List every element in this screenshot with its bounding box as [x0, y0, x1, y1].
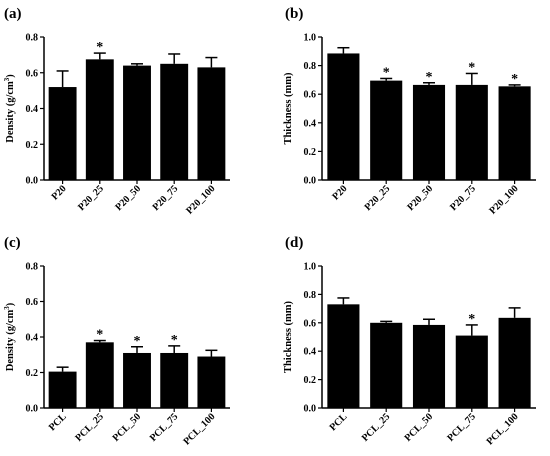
x-tick-label: P20_25: [363, 183, 393, 213]
x-tick-label: P20_25: [76, 183, 106, 213]
x-tick-label: P20_75: [151, 183, 181, 213]
x-tick-label: PCL_75: [445, 411, 478, 444]
x-tick-label: PCL: [328, 411, 350, 433]
bar: [498, 86, 531, 180]
y-tick-label: 1.0: [304, 33, 317, 44]
y-tick-label: 0.2: [304, 375, 317, 386]
panel-label: (a): [4, 6, 22, 22]
y-tick-label: 0.0: [304, 404, 317, 415]
significance-marker: *: [468, 60, 475, 75]
bar: [197, 356, 226, 408]
x-tick-label: PCL_75: [148, 411, 181, 444]
significance-marker: *: [96, 40, 103, 55]
bar: [85, 59, 114, 180]
x-tick-label: P20_100: [487, 183, 520, 216]
significance-marker: *: [96, 328, 103, 343]
significance-marker: *: [468, 312, 475, 327]
y-tick-label: 0.4: [304, 118, 317, 129]
x-tick-label: PCL: [47, 411, 69, 433]
y-axis-title: Density (g/cm3): [3, 302, 16, 371]
y-tick-label: 0.6: [304, 318, 317, 329]
y-axis-title: Density (g/cm3): [3, 74, 16, 143]
x-tick-label: P20_50: [113, 183, 143, 213]
y-tick-label: 0.4: [26, 104, 39, 115]
bar: [370, 80, 403, 180]
y-tick-label: 1.0: [304, 262, 317, 273]
bar: [370, 322, 403, 408]
y-tick-label: 0.0: [26, 176, 39, 187]
x-tick-label: P20: [50, 183, 69, 202]
significance-marker: *: [383, 65, 390, 80]
x-tick-label: PCL_25: [360, 411, 393, 444]
bar: [160, 63, 189, 180]
y-tick-label: 0.8: [304, 290, 317, 301]
bar: [455, 335, 488, 408]
x-tick-label: P20: [330, 183, 349, 202]
x-tick-label: PCL_100: [181, 411, 217, 447]
panel-label: (c): [4, 235, 21, 251]
chart-panel: (a) 0.0 0.2 0.4 0.6 0.8 Density (g/cm3) P20 * P20…: [3, 6, 230, 217]
y-tick-label: 0.0: [304, 176, 317, 187]
y-axis-title: Thickness (mm): [283, 72, 294, 145]
y-tick-label: 0.2: [304, 147, 317, 158]
x-tick-label: PCL_50: [111, 411, 144, 444]
significance-marker: *: [134, 334, 141, 349]
y-tick-label: 0.2: [26, 140, 39, 151]
y-tick-label: 0.2: [26, 368, 39, 379]
x-tick-label: P20_50: [405, 183, 435, 213]
bar: [48, 87, 77, 180]
y-tick-label: 0.8: [304, 61, 317, 72]
y-tick-label: 0.8: [26, 33, 39, 44]
y-tick-label: 0.6: [26, 297, 39, 308]
x-tick-label: P20_100: [184, 183, 217, 216]
x-tick-label: PCL_50: [403, 411, 436, 444]
significance-marker: *: [171, 333, 178, 348]
y-tick-label: 0.4: [26, 333, 39, 344]
bar: [160, 352, 189, 408]
y-tick-label: 0.8: [26, 262, 39, 273]
y-tick-label: 0.6: [26, 68, 39, 79]
panel-label: (b): [285, 6, 303, 22]
bar: [412, 324, 446, 408]
bar: [197, 67, 226, 180]
chart-panel: (b) 0.0 0.2 0.4 0.6 0.8 1.0 Thickness (mm) P20 * P…: [283, 6, 536, 217]
bar: [123, 65, 151, 180]
y-tick-label: 0.0: [26, 404, 39, 415]
bar: [412, 84, 446, 180]
panel-label: (d): [285, 235, 303, 251]
x-tick-label: PCL_100: [485, 411, 521, 447]
bar: [85, 342, 114, 408]
significance-marker: *: [426, 70, 433, 85]
bar: [455, 84, 488, 180]
bar: [48, 371, 77, 408]
bar: [498, 317, 531, 408]
bar: [123, 352, 151, 408]
x-tick-label: P20_75: [448, 183, 478, 213]
y-axis-title: Thickness (mm): [283, 300, 294, 373]
chart-panel: (d) 0.0 0.2 0.4 0.6 0.8 1.0 Thickness (mm) PCL PC…: [283, 235, 536, 447]
bar: [327, 304, 360, 408]
y-tick-label: 0.6: [304, 90, 317, 101]
significance-marker: *: [511, 72, 518, 87]
x-tick-label: PCL_25: [73, 411, 106, 444]
bar: [327, 53, 360, 180]
chart-panel: (c) 0.0 0.2 0.4 0.6 0.8 Density (g/cm3) PCL * PCL…: [3, 235, 230, 447]
y-tick-label: 0.4: [304, 347, 317, 358]
